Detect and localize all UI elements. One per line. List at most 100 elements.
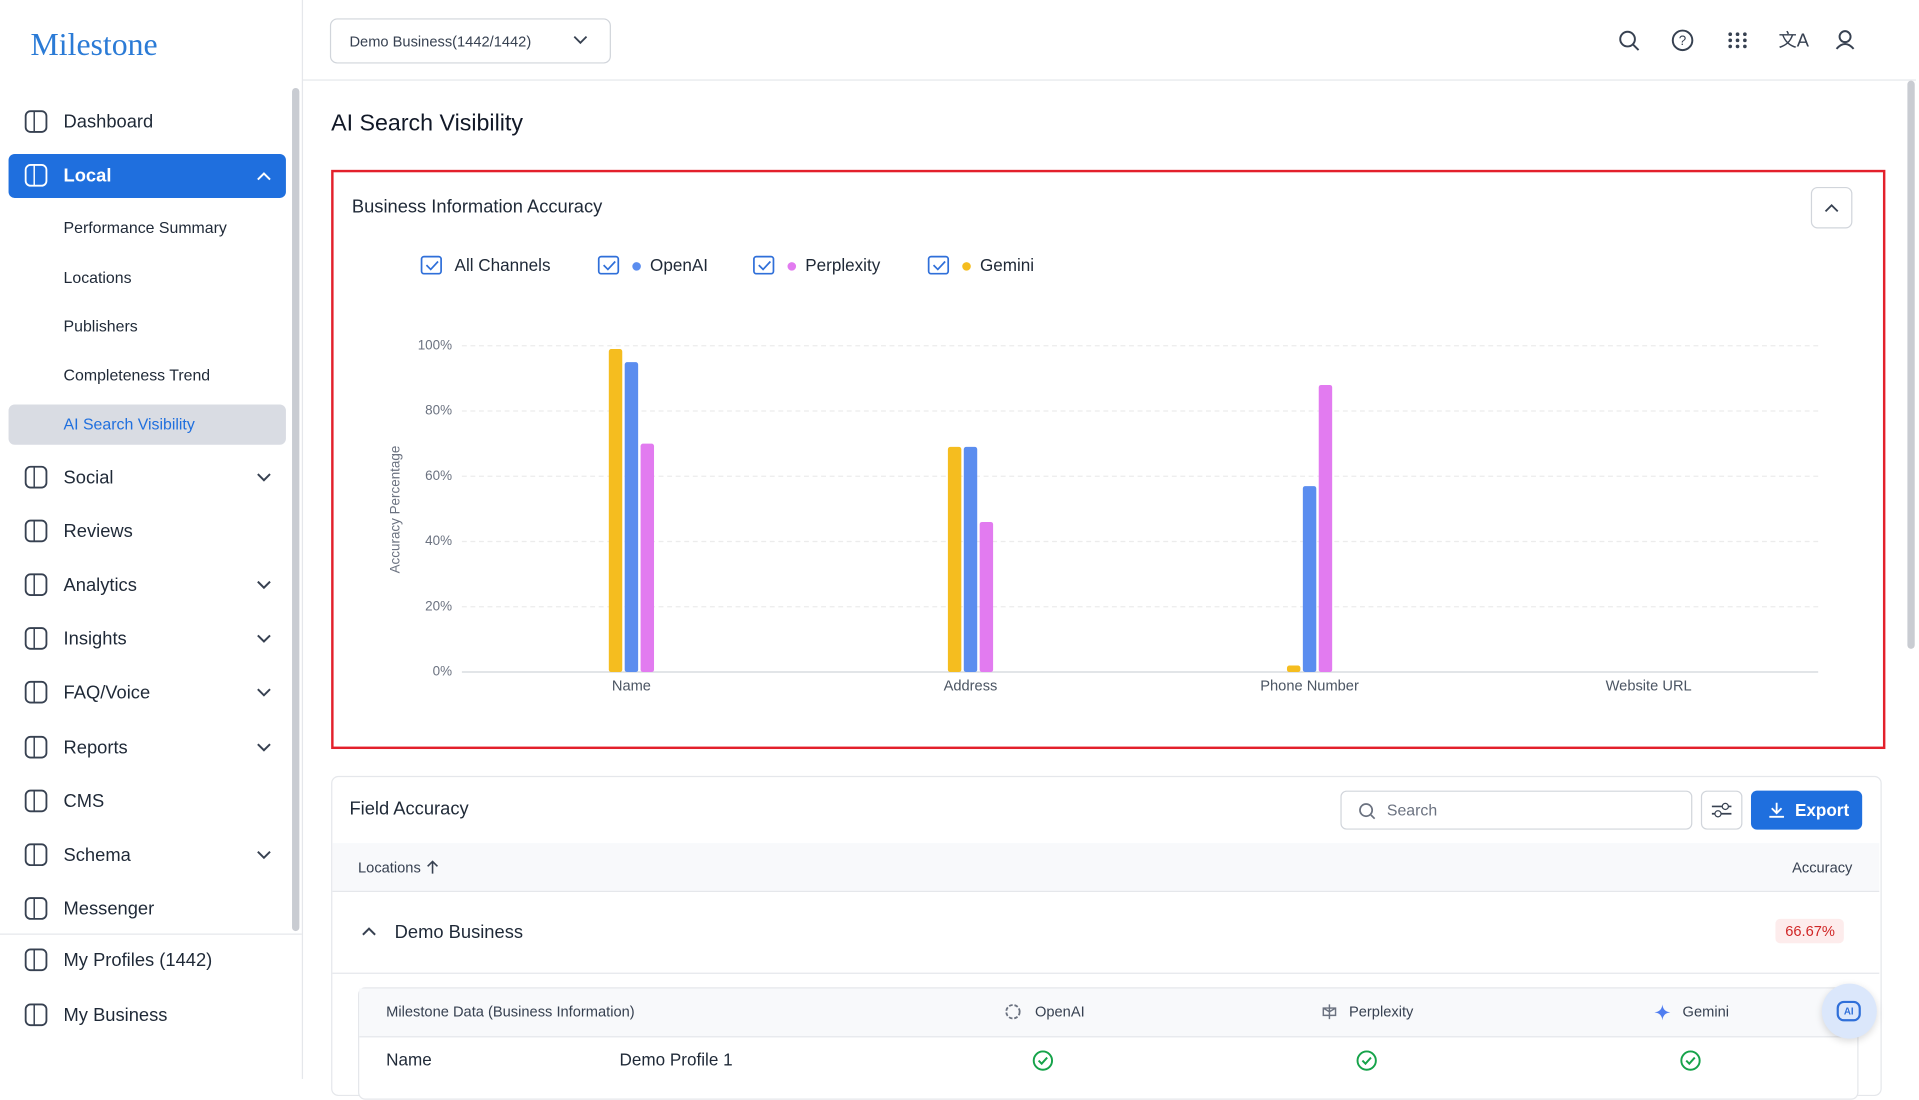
checkbox[interactable] [927, 255, 950, 275]
collapse-button[interactable] [1810, 186, 1853, 229]
menu-item[interactable]: Reviews [63, 521, 133, 542]
menu-chevron[interactable] [255, 170, 272, 182]
search-icon[interactable] [1619, 30, 1640, 51]
accuracy-value: 66.67% [1785, 922, 1835, 940]
export-button[interactable]: Export [1750, 790, 1863, 830]
menu-item[interactable]: CMS [63, 791, 105, 812]
menu-icon [24, 627, 48, 650]
menu-item[interactable]: Reports [63, 737, 128, 759]
detail-header [359, 988, 1858, 1038]
menu-current-bg [8, 404, 286, 445]
checkbox[interactable] [597, 255, 620, 275]
ai-icon: AI [1836, 1000, 1861, 1022]
submenu-item[interactable]: Publishers [63, 317, 138, 336]
divider [0, 933, 302, 935]
apps-icon[interactable] [1728, 32, 1747, 49]
svg-text:文A: 文A [1778, 29, 1809, 50]
menu-icon [24, 1003, 48, 1027]
user-icon[interactable] [1835, 30, 1855, 50]
group-collapse[interactable] [360, 924, 377, 939]
logo[interactable]: Milestone [30, 26, 158, 63]
legend-dot [632, 262, 641, 271]
menu-item[interactable]: My Business [63, 1005, 168, 1026]
y-axis-label: Accuracy Percentage [387, 446, 402, 574]
search-icon [1359, 803, 1376, 820]
export-label: Export [1794, 800, 1850, 820]
legend-label[interactable]: Perplexity [805, 256, 881, 275]
y-tick-label: 0% [433, 664, 452, 679]
openai-icon [1005, 1004, 1021, 1020]
y-tick-label: 80% [425, 403, 452, 418]
submenu-item[interactable]: Locations [63, 268, 132, 287]
language-icon[interactable]: 文A [1778, 29, 1809, 50]
ai-assistant-button[interactable]: AI [1821, 983, 1877, 1039]
checkbox[interactable] [753, 255, 775, 275]
detail-column: OpenAI [1034, 1003, 1085, 1021]
bar [1318, 384, 1333, 673]
submenu-item[interactable]: Performance Summary [63, 218, 227, 237]
menu-item[interactable]: Dashboard [63, 111, 154, 133]
menu-icon [24, 897, 48, 920]
menu-icon [24, 164, 48, 187]
bar [979, 521, 994, 673]
menu-chevron[interactable] [255, 579, 272, 591]
page-title: AI Search Visibility [331, 111, 523, 137]
menu-item[interactable]: Local [63, 165, 112, 187]
accuracy-badge [1775, 918, 1844, 944]
selector-text: Demo Business(1442/1442) [349, 32, 532, 51]
table-header [332, 843, 1880, 892]
submenu-item[interactable]: AI Search Visibility [63, 414, 195, 434]
menu-item[interactable]: My Profiles (1442) [63, 950, 213, 971]
menu-icon [24, 519, 48, 543]
sidebar [0, 0, 304, 1079]
sort-icon[interactable] [425, 859, 440, 875]
business-selector[interactable]: Demo Business(1442/1442) [329, 18, 611, 64]
legend-label[interactable]: All Channels [455, 256, 551, 275]
chart-card [331, 169, 1886, 750]
menu-icon [24, 735, 48, 759]
field-value: Demo Profile 1 [619, 1049, 733, 1070]
detail-column: Milestone Data (Business Information) [386, 1003, 635, 1021]
column-header[interactable]: Locations [358, 858, 421, 877]
menu-item[interactable]: Analytics [63, 574, 137, 596]
help-icon[interactable]: ? [1671, 29, 1694, 52]
bar [640, 443, 655, 673]
search-box[interactable]: Search [1340, 790, 1693, 830]
legend-label[interactable]: OpenAI [650, 256, 708, 275]
menu-chevron[interactable] [255, 472, 272, 484]
menu-item[interactable]: Messenger [63, 898, 155, 920]
gemini-icon [1654, 1004, 1671, 1021]
x-tick-label: Phone Number [1260, 679, 1359, 695]
menu-active-bg [8, 153, 286, 198]
menu-item[interactable]: Schema [63, 844, 131, 866]
menu-icon [24, 843, 48, 867]
x-tick-label: Website URL [1606, 679, 1692, 695]
menu-chevron[interactable] [255, 633, 272, 645]
sidebar-scrollbar [292, 87, 300, 932]
filter-button[interactable] [1700, 790, 1743, 830]
menu-icon [24, 948, 48, 972]
perplexity-icon [1322, 1004, 1337, 1020]
checkbox[interactable] [420, 255, 442, 275]
legend-dot [787, 262, 797, 271]
menu-item[interactable]: Insights [63, 628, 127, 650]
menu-item[interactable]: Social [63, 467, 114, 489]
bar [1286, 665, 1301, 673]
divider [332, 972, 1880, 974]
menu-chevron[interactable] [255, 742, 272, 754]
bar [947, 446, 962, 673]
menu-icon [24, 110, 48, 133]
chevron [573, 36, 588, 45]
chart-title: Business Information Accuracy [352, 196, 603, 217]
submenu-item[interactable]: Completeness Trend [63, 365, 211, 385]
legend-label[interactable]: Gemini [980, 256, 1034, 275]
bar [1302, 486, 1317, 673]
menu-chevron[interactable] [255, 849, 272, 861]
detail-column: Perplexity [1348, 1003, 1414, 1021]
search-placeholder: Search [1386, 800, 1438, 820]
menu-chevron[interactable] [255, 687, 272, 699]
menu-item[interactable]: FAQ/Voice [63, 682, 151, 704]
detail-column: Gemini [1682, 1003, 1730, 1021]
